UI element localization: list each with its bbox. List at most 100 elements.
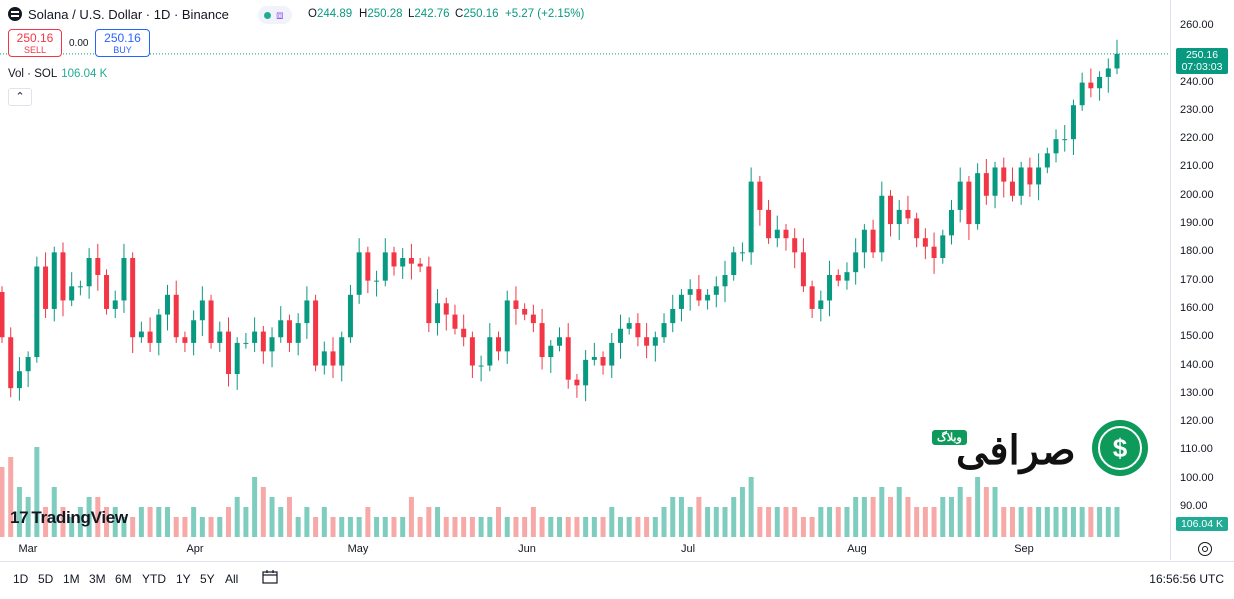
price-tick-label: 230.00 bbox=[1180, 103, 1214, 116]
candle-body bbox=[922, 238, 928, 247]
range-5d-button[interactable]: 5D bbox=[38, 572, 54, 586]
volume-bar bbox=[1079, 507, 1085, 537]
candle-body bbox=[548, 345, 554, 358]
candle-body bbox=[1018, 167, 1024, 196]
volume-bar bbox=[95, 497, 101, 537]
market-status-pill[interactable]: ⧈ bbox=[258, 6, 292, 24]
gear-icon[interactable] bbox=[1198, 542, 1212, 556]
volume-bar bbox=[156, 507, 162, 537]
volume-bar bbox=[469, 517, 475, 537]
volume-bar bbox=[530, 507, 536, 537]
volume-bar bbox=[165, 507, 171, 537]
candle-body bbox=[295, 323, 301, 343]
candle-body bbox=[583, 359, 589, 386]
price-axis[interactable]: 260.00250.00240.00230.00220.00210.00200.… bbox=[1170, 0, 1234, 560]
candle-body bbox=[940, 235, 946, 259]
candle-body bbox=[1070, 105, 1076, 140]
candle-body bbox=[766, 209, 772, 239]
volume-bar bbox=[853, 497, 859, 537]
volume-bar bbox=[1036, 507, 1042, 537]
volume-bar bbox=[635, 517, 641, 537]
volume-bar bbox=[43, 507, 49, 537]
price-tick-label: 180.00 bbox=[1180, 245, 1214, 258]
volume-bar bbox=[940, 497, 946, 537]
volume-bar bbox=[644, 517, 650, 537]
volume-bar bbox=[321, 507, 327, 537]
candle-body bbox=[199, 300, 205, 321]
bar-countdown: 07:03:03 bbox=[1181, 60, 1223, 73]
time-tick-label: Jun bbox=[518, 543, 536, 555]
candle-body bbox=[278, 320, 284, 338]
spread-value: 0.00 bbox=[69, 38, 89, 49]
candlestick-chart[interactable]: Mar Apr May Jun Jul Aug Sep bbox=[0, 0, 1170, 560]
sell-button[interactable]: 250.16 SELL bbox=[8, 29, 62, 57]
range-5y-button[interactable]: 5Y bbox=[200, 572, 215, 586]
candle-body bbox=[461, 328, 467, 338]
volume-bar bbox=[557, 517, 562, 537]
volume-bar bbox=[104, 507, 110, 537]
volume-bar bbox=[304, 507, 310, 537]
price-tick-label: 160.00 bbox=[1180, 301, 1214, 314]
volume-bar bbox=[626, 517, 632, 537]
range-1m-button[interactable]: 1M bbox=[63, 572, 80, 586]
volume-bar bbox=[957, 487, 963, 537]
buy-label: BUY bbox=[113, 45, 132, 55]
volume-bar bbox=[757, 507, 763, 537]
volume-bar bbox=[1027, 507, 1033, 537]
calendar-icon[interactable] bbox=[262, 570, 278, 584]
range-3m-button[interactable]: 3M bbox=[89, 572, 106, 586]
candle-body bbox=[356, 252, 362, 295]
range-ytd-button[interactable]: YTD bbox=[142, 572, 166, 586]
utc-clock[interactable]: 16:56:56 UTC bbox=[1149, 572, 1224, 586]
candle-body bbox=[173, 294, 179, 338]
candle-body bbox=[905, 209, 911, 219]
candle-body bbox=[539, 323, 545, 358]
candle-body bbox=[443, 303, 449, 315]
time-tick-label: Mar bbox=[19, 543, 38, 555]
candle-body bbox=[818, 300, 824, 309]
tradingview-logo[interactable]: 17 TradingView bbox=[10, 508, 128, 528]
candle-body bbox=[426, 266, 432, 324]
volume-bar bbox=[565, 517, 571, 537]
candle-body bbox=[748, 181, 754, 253]
bottom-toolbar: 1D 5D 1M 3M 6M YTD 1Y 5Y All 16:56:56 UT… bbox=[0, 561, 1234, 599]
candle-body bbox=[339, 337, 345, 366]
range-all-button[interactable]: All bbox=[225, 572, 239, 586]
volume-bar bbox=[356, 517, 362, 537]
candle-body bbox=[1053, 139, 1059, 154]
volume-bar bbox=[1044, 507, 1050, 537]
candle-body bbox=[452, 314, 458, 329]
candle-body bbox=[522, 308, 528, 315]
volume-bar bbox=[286, 497, 292, 537]
volume-bar bbox=[783, 507, 789, 537]
range-1d-button[interactable]: 1D bbox=[13, 572, 29, 586]
candle-body bbox=[600, 357, 606, 366]
symbol-title[interactable]: Solana / U.S. Dollar · 1D · Binance bbox=[28, 7, 229, 22]
volume-bar bbox=[382, 517, 388, 537]
volume-legend[interactable]: Vol · SOL 106.04 K bbox=[8, 68, 107, 80]
candle-body bbox=[870, 229, 876, 253]
buy-button[interactable]: 250.16 BUY bbox=[95, 29, 150, 57]
candle-body bbox=[853, 252, 859, 273]
candle-body bbox=[408, 258, 414, 264]
candle-body bbox=[783, 229, 789, 239]
dollar-coin-icon: $ bbox=[1092, 420, 1148, 476]
watermark-logo: وبلاگ صرافی $ bbox=[932, 420, 1148, 480]
volume-bar bbox=[870, 497, 876, 537]
sell-label: SELL bbox=[23, 45, 47, 55]
volume-bar bbox=[461, 517, 467, 537]
market-open-dot-icon bbox=[264, 12, 271, 19]
range-6m-button[interactable]: 6M bbox=[115, 572, 132, 586]
candle-body bbox=[557, 337, 562, 346]
collapse-indicators-button[interactable]: ⌃ bbox=[8, 88, 32, 106]
candle-body bbox=[182, 337, 188, 343]
volume-bar bbox=[391, 517, 397, 537]
volume-bar bbox=[948, 497, 954, 537]
candle-body bbox=[496, 337, 502, 352]
candle-body bbox=[269, 337, 275, 352]
candle-body bbox=[1001, 167, 1007, 182]
range-1y-button[interactable]: 1Y bbox=[176, 572, 191, 586]
volume-bar bbox=[121, 517, 127, 537]
volume-bar bbox=[191, 507, 197, 537]
candle-body bbox=[739, 252, 745, 254]
